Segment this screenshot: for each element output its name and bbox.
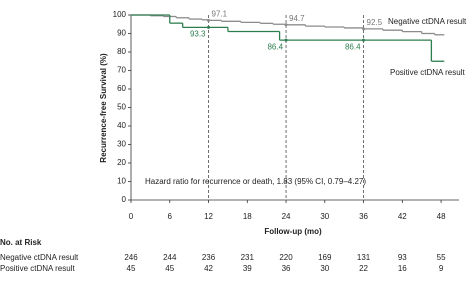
risk-value: 45 <box>127 264 136 273</box>
y-tick-label: 60 <box>117 84 126 93</box>
risk-row-label: Positive ctDNA result <box>0 264 75 273</box>
y-tick-label: 20 <box>117 158 126 167</box>
annotation: Hazard ratio for recurrence or death, 1.… <box>145 177 366 186</box>
risk-value: 9 <box>439 264 444 273</box>
risk-value: 244 <box>163 253 177 262</box>
y-tick-label: 30 <box>117 140 126 149</box>
y-tick-label: 10 <box>117 177 126 186</box>
landmark-label: 86.4 <box>345 42 361 51</box>
risk-value: 131 <box>357 253 371 262</box>
risk-value: 246 <box>124 253 138 262</box>
risk-value: 55 <box>437 253 446 262</box>
landmark-dot <box>207 18 211 22</box>
x-tick-label: 30 <box>320 212 329 221</box>
x-tick-label: 36 <box>359 212 368 221</box>
landmark-label: 97.1 <box>212 9 228 18</box>
y-tick-label: 40 <box>117 121 126 130</box>
x-tick-label: 12 <box>204 212 213 221</box>
x-tick-label: 6 <box>168 212 173 221</box>
x-tick-label: 24 <box>282 212 291 221</box>
y-tick-label: 80 <box>117 47 126 56</box>
landmark-label: 86.4 <box>267 42 283 51</box>
y-tick-label: 0 <box>122 195 127 204</box>
risk-title: No. at Risk <box>0 238 42 247</box>
risk-value: 236 <box>202 253 216 262</box>
risk-value: 220 <box>279 253 293 262</box>
landmark-label: 94.7 <box>289 14 305 23</box>
risk-value: 169 <box>318 253 332 262</box>
risk-value: 30 <box>320 264 329 273</box>
landmark-dot <box>284 38 288 42</box>
x-tick-label: 42 <box>398 212 407 221</box>
risk-value: 42 <box>204 264 213 273</box>
x-tick-label: 18 <box>243 212 252 221</box>
y-tick-label: 100 <box>113 10 127 19</box>
x-axis-label: Follow-up (mo) <box>264 227 322 236</box>
curve-label: Negative ctDNA result <box>388 17 467 26</box>
risk-value: 22 <box>359 264 368 273</box>
risk-value: 39 <box>243 264 252 273</box>
landmark-label: 92.5 <box>367 18 383 27</box>
y-tick-label: 50 <box>117 103 126 112</box>
landmark-dot <box>207 25 211 29</box>
risk-row-label: Negative ctDNA result <box>0 253 79 262</box>
landmark-label: 93.3 <box>190 30 206 39</box>
risk-value: 36 <box>282 264 291 273</box>
landmark-dot <box>362 38 366 42</box>
x-tick-label: 0 <box>129 212 134 221</box>
risk-value: 16 <box>398 264 407 273</box>
risk-value: 93 <box>398 253 407 262</box>
risk-value: 45 <box>165 264 174 273</box>
landmark-dot <box>362 27 366 31</box>
y-axis-label: Recurrence-free Survival (%) <box>99 53 108 163</box>
landmark-dot <box>284 23 288 27</box>
x-tick-label: 48 <box>437 212 446 221</box>
y-tick-label: 90 <box>117 29 126 38</box>
curve-label: Positive ctDNA result <box>390 68 465 77</box>
risk-value: 231 <box>241 253 255 262</box>
y-tick-label: 70 <box>117 66 126 75</box>
